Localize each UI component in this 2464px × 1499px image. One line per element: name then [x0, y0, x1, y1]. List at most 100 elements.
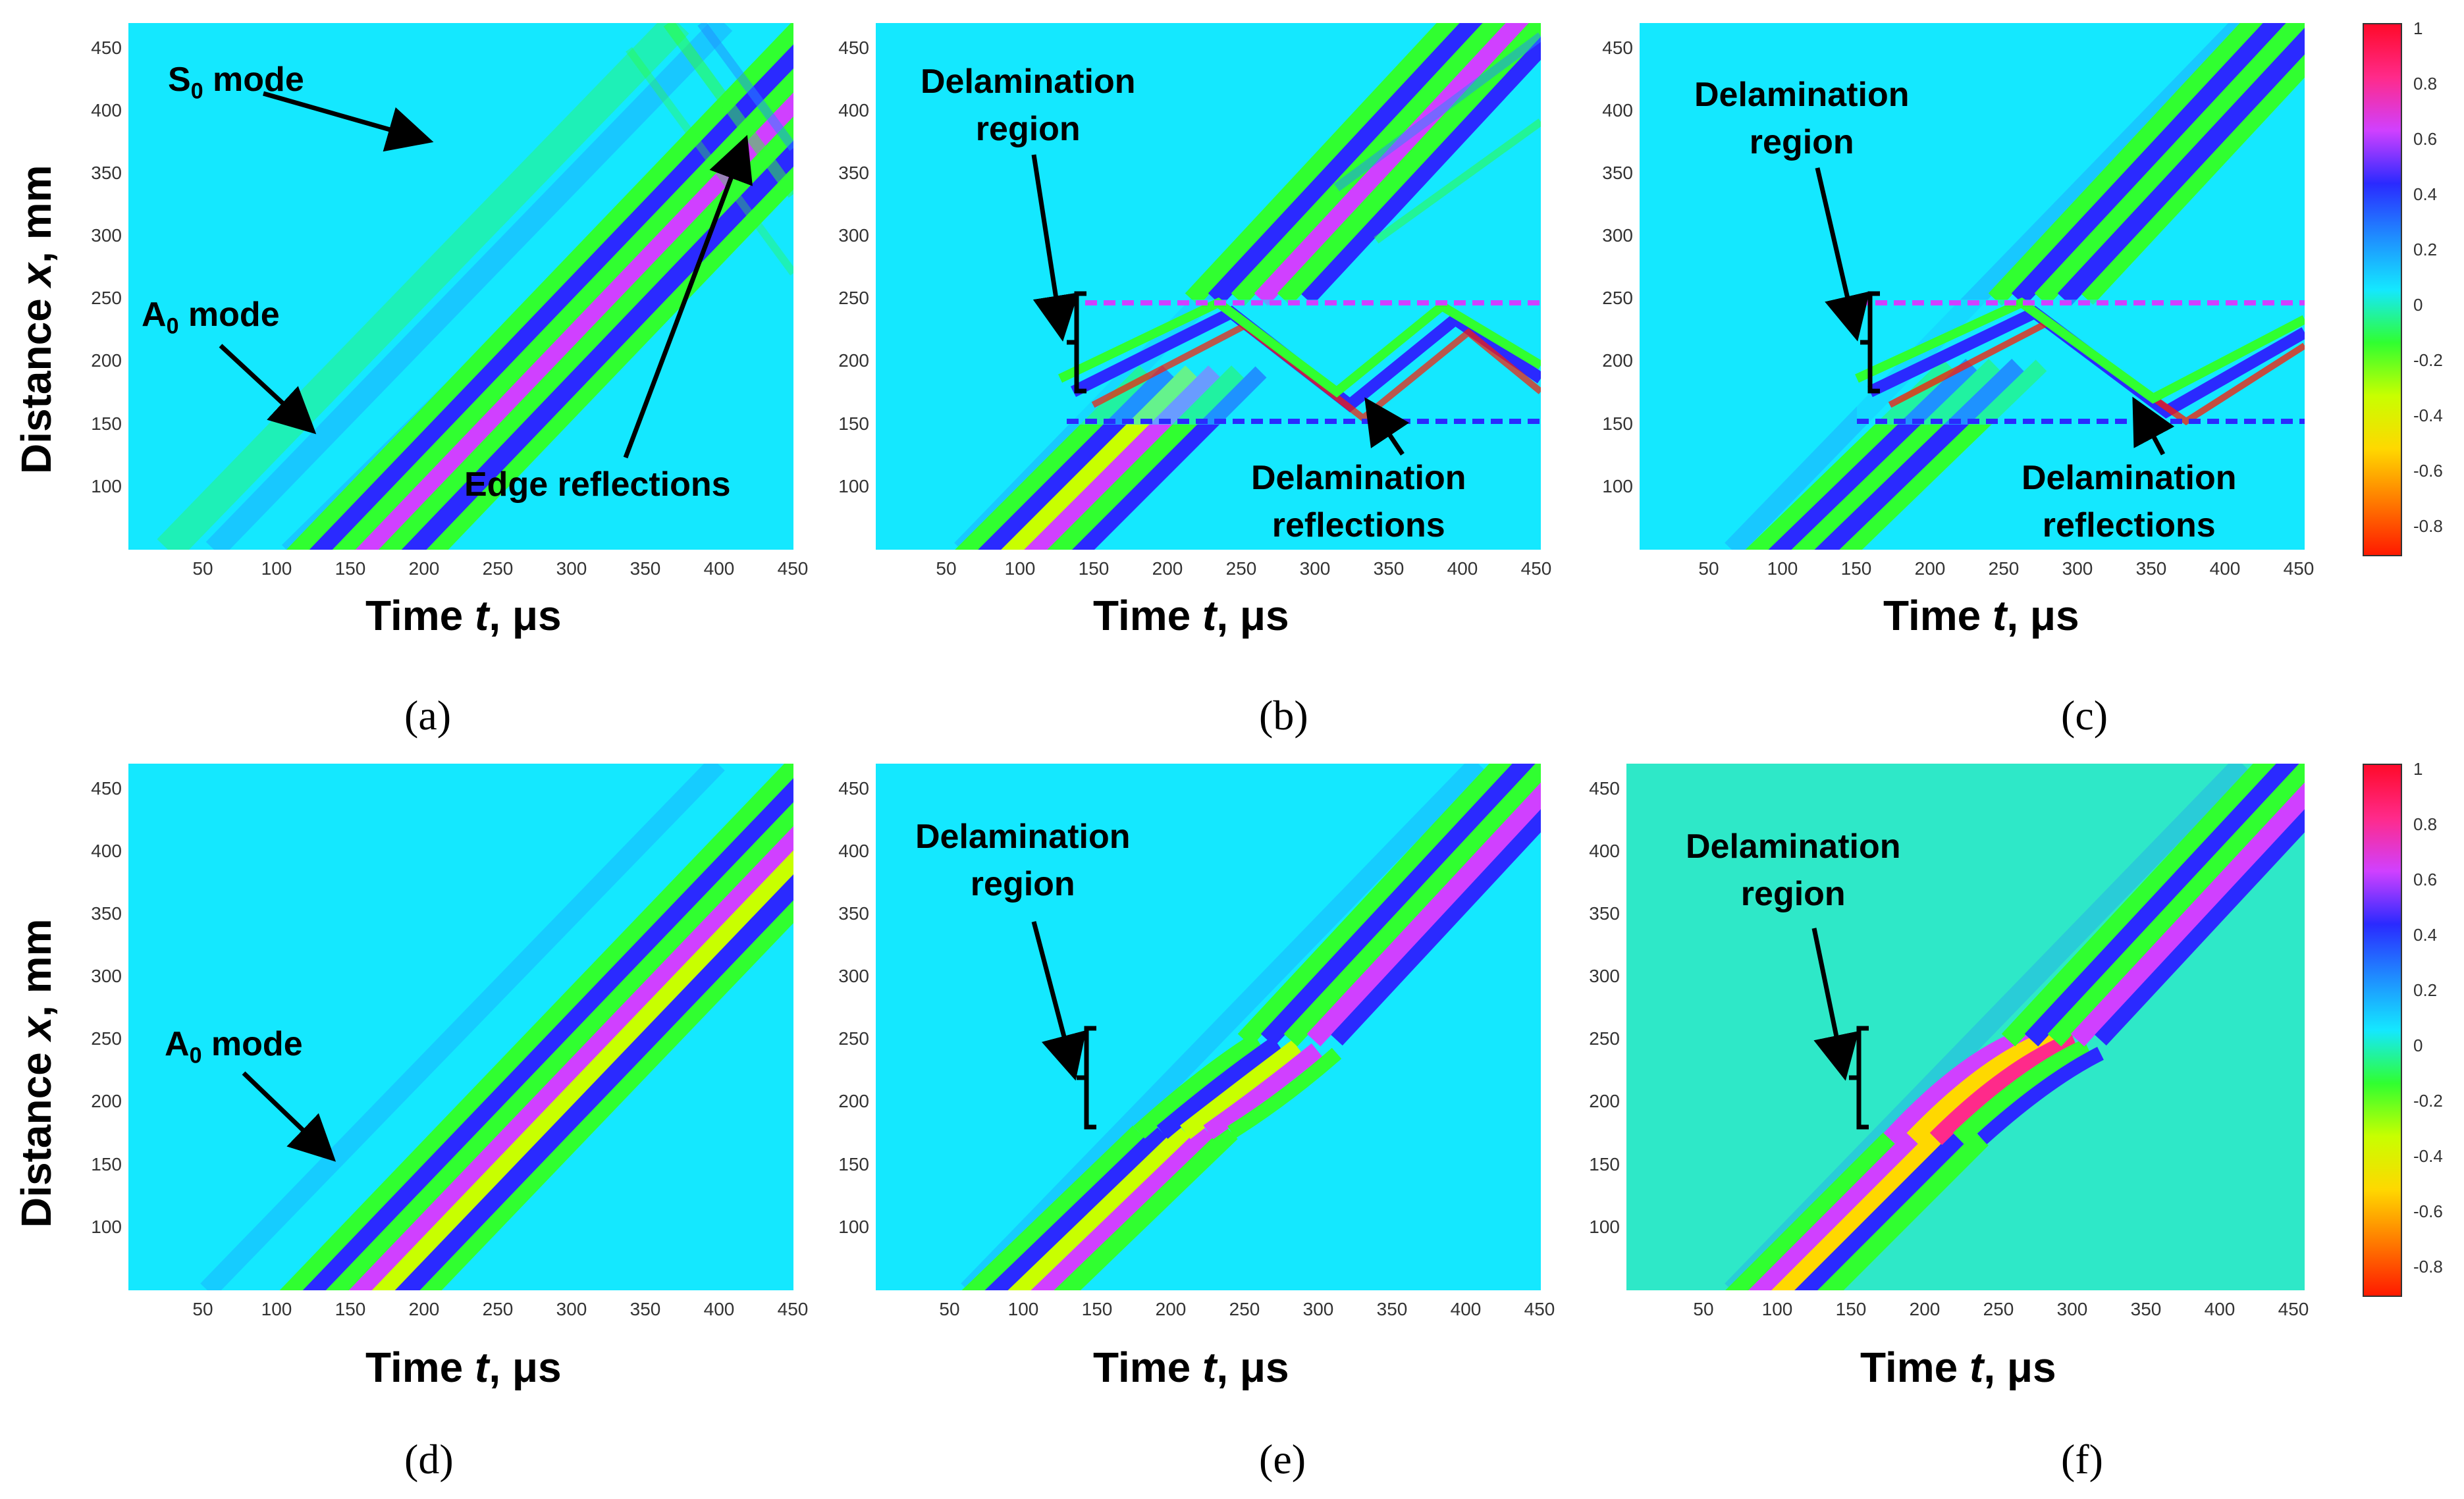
x-tick: 450: [1524, 1299, 1555, 1319]
x-axis-label: Time t, μs: [1093, 592, 1289, 639]
y-tick: 400: [91, 841, 122, 861]
panel-caption: (c): [2061, 692, 2108, 739]
x-tick: 100: [1004, 558, 1036, 579]
panel-caption: (f): [2061, 1436, 2103, 1483]
colorbar-tick: 0.6: [2413, 129, 2438, 149]
y-tick: 350: [91, 163, 122, 183]
x-tick: 400: [1450, 1299, 1482, 1319]
x-tick: 300: [556, 1299, 587, 1319]
colorbar-bottom: [2363, 764, 2402, 1297]
y-tick: 100: [838, 476, 869, 496]
panel-caption: (b): [1259, 692, 1308, 739]
y-tick: 250: [91, 1028, 122, 1049]
y-tick: 250: [1589, 1028, 1620, 1049]
y-tick: 150: [838, 1154, 869, 1174]
x-axis-label: Time t, μs: [365, 592, 562, 639]
y-tick: 450: [838, 38, 869, 58]
x-tick: 450: [777, 558, 809, 579]
y-tick: 150: [1602, 413, 1633, 434]
delamination-region-label: Delamination region: [915, 818, 1131, 903]
colorbar-tick: 1: [2413, 18, 2423, 38]
x-tick: 300: [1299, 558, 1331, 579]
x-tick: 250: [482, 558, 514, 579]
y-tick: 400: [1602, 100, 1633, 120]
y-tick: 200: [91, 350, 122, 371]
x-tick: 300: [2062, 558, 2093, 579]
colorbar-tick: 0.4: [2413, 184, 2438, 204]
colorbar-tick: -0.2: [2413, 1091, 2443, 1111]
x-tick: 50: [936, 558, 957, 579]
y-tick: 300: [838, 966, 869, 986]
delamination-reflections-label: Delamination reflections: [1251, 459, 1466, 544]
delamination-region-label: Delamination region: [1686, 828, 1901, 913]
y-axis-label: Distance x, mm: [13, 165, 60, 474]
y-tick: 400: [838, 841, 869, 861]
x-tick: 150: [1835, 1299, 1867, 1319]
y-tick: 350: [1589, 903, 1620, 924]
colorbar-tick: 0.4: [2413, 925, 2438, 945]
delamination-reflections-label: Delamination reflections: [2022, 459, 2237, 544]
heatmap-f: [1626, 764, 2305, 1290]
y-tick: 200: [838, 350, 869, 371]
y-tick: 450: [91, 778, 122, 799]
y-tick: 250: [838, 288, 869, 308]
x-tick: 150: [1840, 558, 1872, 579]
delamination-region-label: Delamination region: [1689, 71, 1915, 166]
colorbar-tick: 0: [2413, 1036, 2423, 1055]
y-tick: 350: [838, 163, 869, 183]
x-tick: 350: [2135, 558, 2167, 579]
colorbar-tick: -0.8: [2413, 516, 2443, 536]
x-axis-label: Time t, μs: [1883, 592, 2079, 639]
x-tick: 450: [777, 1299, 809, 1319]
x-axis-label: Time t, μs: [1860, 1344, 2056, 1391]
x-tick: 250: [1983, 1299, 2014, 1319]
y-tick: 450: [1602, 38, 1633, 58]
x-tick: 200: [1155, 1299, 1187, 1319]
heatmap-e: [876, 764, 1541, 1290]
y-tick: 200: [1589, 1091, 1620, 1111]
colorbar-tick: 0.8: [2413, 74, 2438, 93]
y-tick: 250: [838, 1028, 869, 1049]
x-tick: 100: [261, 1299, 292, 1319]
y-tick: 250: [91, 288, 122, 308]
x-tick: 100: [1767, 558, 1798, 579]
colorbar-tick: -0.4: [2413, 406, 2443, 425]
y-tick: 400: [838, 100, 869, 120]
y-tick: 450: [838, 778, 869, 799]
y-tick: 100: [838, 1217, 869, 1237]
panel-caption: (a): [404, 692, 452, 739]
x-tick: 250: [482, 1299, 514, 1319]
colorbar-top: [2363, 23, 2402, 556]
a0-mode-label: A0 mode: [142, 296, 280, 339]
x-tick: 150: [1081, 1299, 1113, 1319]
x-tick: 450: [2278, 1299, 2309, 1319]
x-tick: 400: [703, 1299, 735, 1319]
x-tick: 350: [629, 1299, 661, 1319]
x-tick: 400: [1447, 558, 1478, 579]
x-tick: 200: [1909, 1299, 1941, 1319]
x-tick: 450: [2283, 558, 2315, 579]
x-tick: 200: [408, 558, 440, 579]
colorbar-tick: -0.8: [2413, 1257, 2443, 1276]
x-tick: 50: [1698, 558, 1719, 579]
x-tick: 400: [2209, 558, 2241, 579]
x-tick: 300: [556, 558, 587, 579]
y-tick: 350: [1602, 163, 1633, 183]
s0-mode-label: S0 mode: [168, 61, 304, 104]
colorbar-tick: 0: [2413, 295, 2423, 315]
x-tick: 300: [2056, 1299, 2088, 1319]
x-tick: 50: [192, 1299, 213, 1319]
colorbar-tick: 0.2: [2413, 240, 2438, 259]
x-tick: 200: [408, 1299, 440, 1319]
delamination-region-label: Delamination region: [915, 58, 1141, 153]
x-tick: 400: [703, 558, 735, 579]
colorbar-tick: 0.6: [2413, 870, 2438, 889]
y-tick: 150: [91, 413, 122, 434]
y-tick: 300: [91, 966, 122, 986]
x-tick: 350: [2130, 1299, 2162, 1319]
colorbar-tick: 0.2: [2413, 980, 2438, 1000]
y-tick: 150: [91, 1154, 122, 1174]
x-axis-label: Time t, μs: [1093, 1344, 1289, 1391]
colorbar-tick: -0.2: [2413, 350, 2443, 370]
y-tick: 300: [1602, 225, 1633, 246]
